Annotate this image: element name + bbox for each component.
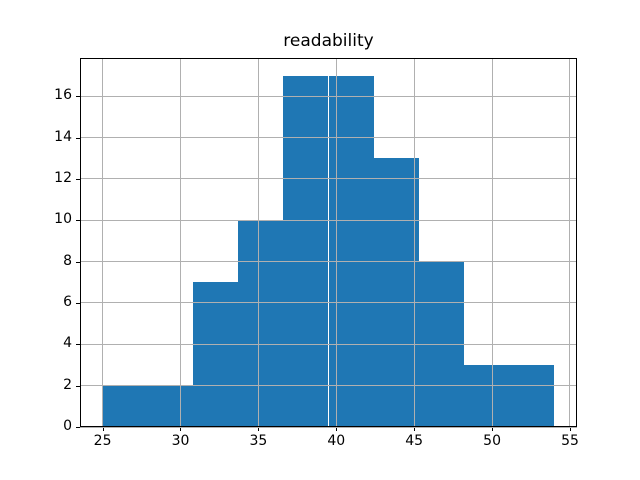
x-tick-mark	[258, 427, 260, 431]
histogram-bar	[238, 220, 284, 427]
chart-title: readability	[283, 31, 374, 51]
y-tick-label: 2	[63, 376, 72, 393]
y-tick-mark	[76, 96, 80, 98]
gridline-y	[80, 219, 577, 221]
gridline-x	[491, 58, 493, 427]
gridline-y	[80, 426, 577, 428]
y-tick-label: 6	[63, 293, 72, 310]
gridline-y	[80, 95, 577, 97]
gridline-y	[80, 302, 577, 304]
gridline-x	[179, 58, 181, 427]
x-tick-mark	[180, 427, 182, 431]
x-tick-label: 30	[171, 433, 190, 449]
gridline-x	[569, 58, 571, 427]
y-tick-label: 16	[54, 87, 72, 104]
x-tick-mark	[102, 427, 104, 431]
x-tick-label: 40	[327, 433, 346, 449]
gridline-y	[80, 261, 577, 263]
gridline-x	[102, 58, 104, 427]
y-tick-label: 10	[54, 211, 72, 228]
histogram-bar	[283, 75, 329, 427]
y-tick-label: 4	[63, 335, 72, 352]
y-tick-mark	[76, 178, 80, 180]
y-tick-label: 8	[63, 252, 72, 269]
gridline-y	[80, 137, 577, 139]
y-tick-mark	[76, 385, 80, 387]
y-tick-label: 12	[54, 169, 72, 186]
x-tick-mark	[414, 427, 416, 431]
x-tick-label: 50	[483, 433, 501, 449]
gridline-y	[80, 178, 577, 180]
x-tick-label: 35	[249, 433, 268, 449]
gridline-x	[257, 58, 259, 427]
x-tick-mark	[569, 427, 571, 431]
y-tick-mark	[76, 344, 80, 346]
gridline-x	[413, 58, 415, 427]
x-tick-label: 25	[93, 433, 112, 449]
gridline-y	[80, 385, 577, 387]
x-tick-mark	[336, 427, 338, 431]
y-tick-mark	[76, 137, 80, 139]
histogram-bar	[464, 364, 510, 427]
plot-area	[80, 58, 577, 428]
gridline-x	[335, 58, 337, 427]
histogram-bar	[147, 385, 193, 427]
histogram-bar	[373, 158, 419, 427]
y-tick-mark	[76, 427, 80, 428]
histogram-bar	[102, 385, 148, 427]
gridline-y	[80, 343, 577, 345]
x-tick-mark	[492, 427, 494, 431]
y-tick-label: 14	[54, 128, 72, 145]
y-tick-mark	[76, 302, 80, 304]
x-tick-label: 45	[405, 433, 424, 449]
y-tick-mark	[76, 220, 80, 222]
y-tick-mark	[76, 261, 80, 263]
x-tick-label: 55	[561, 433, 579, 449]
histogram-bar	[509, 364, 555, 427]
y-tick-label: 0	[63, 418, 72, 434]
histogram-bar	[192, 282, 239, 427]
